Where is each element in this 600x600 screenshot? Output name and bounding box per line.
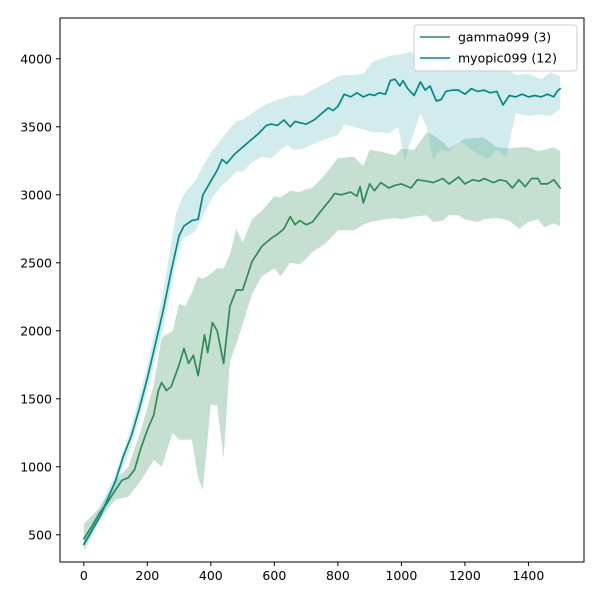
legend-label-gamma099: gamma099 (3) xyxy=(458,30,551,45)
x-tick-label: 600 xyxy=(262,568,286,583)
x-tick-label: 400 xyxy=(199,568,223,583)
y-tick-label: 500 xyxy=(28,527,52,542)
x-tick-label: 1200 xyxy=(449,568,481,583)
y-tick-label: 1500 xyxy=(20,391,52,406)
x-tick-label: 200 xyxy=(135,568,159,583)
y-tick-label: 3500 xyxy=(20,119,52,134)
band-myopic099 xyxy=(83,50,561,553)
x-tick-label: 1000 xyxy=(385,568,417,583)
legend-box xyxy=(413,24,578,72)
x-tick-label: 1400 xyxy=(513,568,545,583)
y-tick-label: 2500 xyxy=(20,255,52,270)
x-tick-label: 0 xyxy=(80,568,88,583)
series-line-gamma099 xyxy=(82,176,562,540)
plot-frame xyxy=(59,17,585,563)
series-line-myopic099 xyxy=(82,78,562,546)
legend-label-myopic099: myopic099 (12) xyxy=(458,51,557,66)
x-tick-label: 800 xyxy=(326,568,350,583)
y-tick-label: 2000 xyxy=(20,323,52,338)
band-gamma099 xyxy=(83,132,561,549)
legend: gamma099 (3) myopic099 (12) xyxy=(413,24,578,72)
y-tick-label: 4000 xyxy=(20,51,52,66)
y-tick-label: 3000 xyxy=(20,187,52,202)
y-tick-label: 1000 xyxy=(20,459,52,474)
